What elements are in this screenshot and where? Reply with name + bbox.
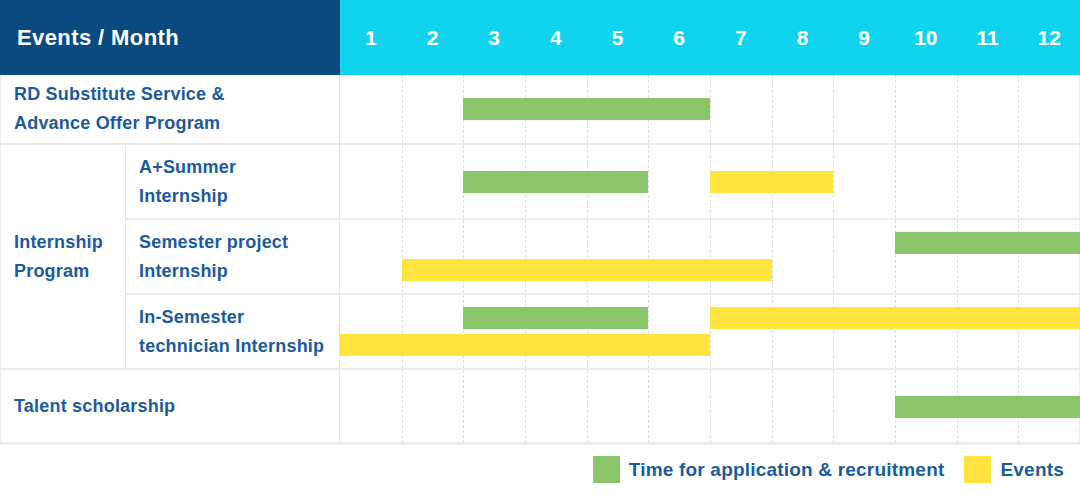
row-label-talent-scholarship: Talent scholarship (0, 370, 340, 443)
month-gridline (587, 220, 588, 293)
legend-item-events: Events (964, 456, 1064, 483)
row-label-line: Advance Offer Program (14, 109, 339, 138)
month-gridline (402, 145, 403, 218)
legend-label: Time for application & recruitment (629, 459, 945, 481)
month-gridline (833, 370, 834, 443)
legend: Time for application & recruitment Event… (593, 456, 1064, 483)
month-gridline (648, 370, 649, 443)
green-timeline-bar (895, 396, 1080, 418)
month-gridline (895, 75, 896, 143)
month-label: 10 (895, 26, 957, 50)
group-label-line: Program (14, 257, 125, 286)
month-gridline (772, 370, 773, 443)
green-timeline-bar (895, 232, 1080, 254)
page-title: Events / Month (17, 25, 179, 51)
row-label-line: A+Summer (139, 153, 339, 182)
month-gridline (833, 75, 834, 143)
group-label-internship-program: Internship Program (0, 145, 125, 368)
legend-label: Events (1000, 459, 1064, 481)
month-gridline (402, 370, 403, 443)
month-label: 9 (833, 26, 895, 50)
month-gridline (710, 220, 711, 293)
table-row: A+Summer Internship (125, 145, 1080, 220)
row-label-line: In-Semester (139, 303, 339, 332)
month-gridline (525, 370, 526, 443)
table-row: In-Semester technician Internship (125, 295, 1080, 368)
month-gridline (772, 220, 773, 293)
yellow-swatch-icon (964, 456, 991, 483)
month-gridline (957, 145, 958, 218)
row-label-rd-substitute: RD Substitute Service & Advance Offer Pr… (0, 75, 340, 143)
month-label: 6 (648, 26, 710, 50)
yellow-timeline-bar (340, 334, 710, 356)
green-timeline-bar (463, 171, 648, 193)
month-gridline (402, 220, 403, 293)
timeline-cell-talent-scholarship (340, 370, 1080, 443)
internship-subrows: A+Summer Internship Semester project Int… (125, 145, 1080, 368)
yellow-timeline-bar (710, 171, 833, 193)
internship-program-group: Internship Program A+Summer Internship S… (0, 145, 1080, 370)
month-gridline (895, 145, 896, 218)
header-title-cell: Events / Month (0, 0, 340, 75)
row-label-semester-project: Semester project Internship (125, 220, 340, 293)
month-gridline (1018, 75, 1019, 143)
timeline-cell-semester-project (340, 220, 1080, 293)
row-label-line: technician Internship (139, 332, 339, 361)
month-gridline (833, 220, 834, 293)
month-gridline (710, 370, 711, 443)
green-timeline-bar (463, 307, 648, 329)
table-header-row: Events / Month 123456789101112 (0, 0, 1080, 75)
month-gridline (833, 145, 834, 218)
table-row: RD Substitute Service & Advance Offer Pr… (0, 75, 1080, 145)
month-gridline (587, 370, 588, 443)
month-gridline (648, 220, 649, 293)
month-label: 1 (340, 26, 402, 50)
month-gridline (648, 145, 649, 218)
timeline-cell-rd-substitute (340, 75, 1080, 143)
timeline-cell-a-plus-summer (340, 145, 1080, 218)
month-label: 12 (1018, 26, 1080, 50)
month-gridline (463, 220, 464, 293)
month-label: 3 (463, 26, 525, 50)
row-label-line: Internship (139, 182, 339, 211)
month-gridline (402, 75, 403, 143)
group-label-line: Internship (14, 228, 125, 257)
month-label: 11 (957, 26, 1019, 50)
row-label-line: Semester project (139, 228, 339, 257)
row-label-line: RD Substitute Service & (14, 80, 339, 109)
month-label: 4 (525, 26, 587, 50)
yellow-timeline-bar (710, 307, 1080, 329)
month-gridline (957, 75, 958, 143)
month-label: 7 (710, 26, 772, 50)
row-label-in-semester-technician: In-Semester technician Internship (125, 295, 340, 368)
events-month-table: Events / Month 123456789101112 RD Substi… (0, 0, 1080, 443)
green-swatch-icon (593, 456, 620, 483)
row-label-line: Internship (139, 257, 339, 286)
month-gridline (710, 75, 711, 143)
gantt-infographic: Events / Month 123456789101112 RD Substi… (0, 0, 1080, 494)
yellow-timeline-bar (402, 259, 772, 281)
month-label: 5 (587, 26, 649, 50)
green-timeline-bar (463, 98, 710, 120)
month-label: 8 (772, 26, 834, 50)
table-row: Semester project Internship (125, 220, 1080, 295)
month-gridline (525, 220, 526, 293)
row-label-a-plus-summer: A+Summer Internship (125, 145, 340, 218)
month-header-strip: 123456789101112 (340, 0, 1080, 75)
month-label: 2 (402, 26, 464, 50)
month-gridline (1018, 145, 1019, 218)
legend-item-application-recruitment: Time for application & recruitment (593, 456, 945, 483)
month-gridline (402, 295, 403, 368)
timeline-cell-in-semester-technician (340, 295, 1080, 368)
table-row: Talent scholarship (0, 370, 1080, 445)
month-gridline (463, 370, 464, 443)
row-label-line: Talent scholarship (14, 392, 339, 421)
month-gridline (648, 295, 649, 368)
month-gridline (772, 75, 773, 143)
